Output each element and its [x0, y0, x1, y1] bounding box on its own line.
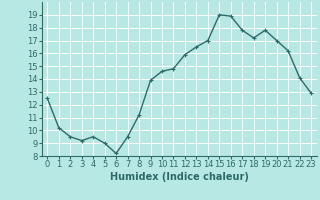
X-axis label: Humidex (Indice chaleur): Humidex (Indice chaleur) [110, 172, 249, 182]
